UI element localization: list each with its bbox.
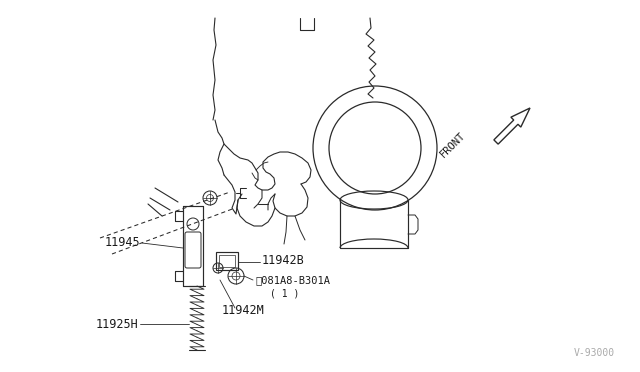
Bar (216, 252, 238, 270)
Text: ( 1 ): ( 1 ) (270, 289, 300, 299)
Text: 11925H: 11925H (95, 317, 138, 330)
Bar (219, 255, 235, 267)
Text: Ⓑ081A8-B301A: Ⓑ081A8-B301A (255, 275, 330, 285)
Text: V-93000: V-93000 (574, 348, 615, 358)
Text: 11942B: 11942B (262, 253, 305, 266)
Polygon shape (494, 108, 530, 144)
Text: FRONT: FRONT (438, 131, 467, 160)
Text: 11945: 11945 (104, 237, 140, 250)
Text: 11942M: 11942M (222, 304, 265, 317)
